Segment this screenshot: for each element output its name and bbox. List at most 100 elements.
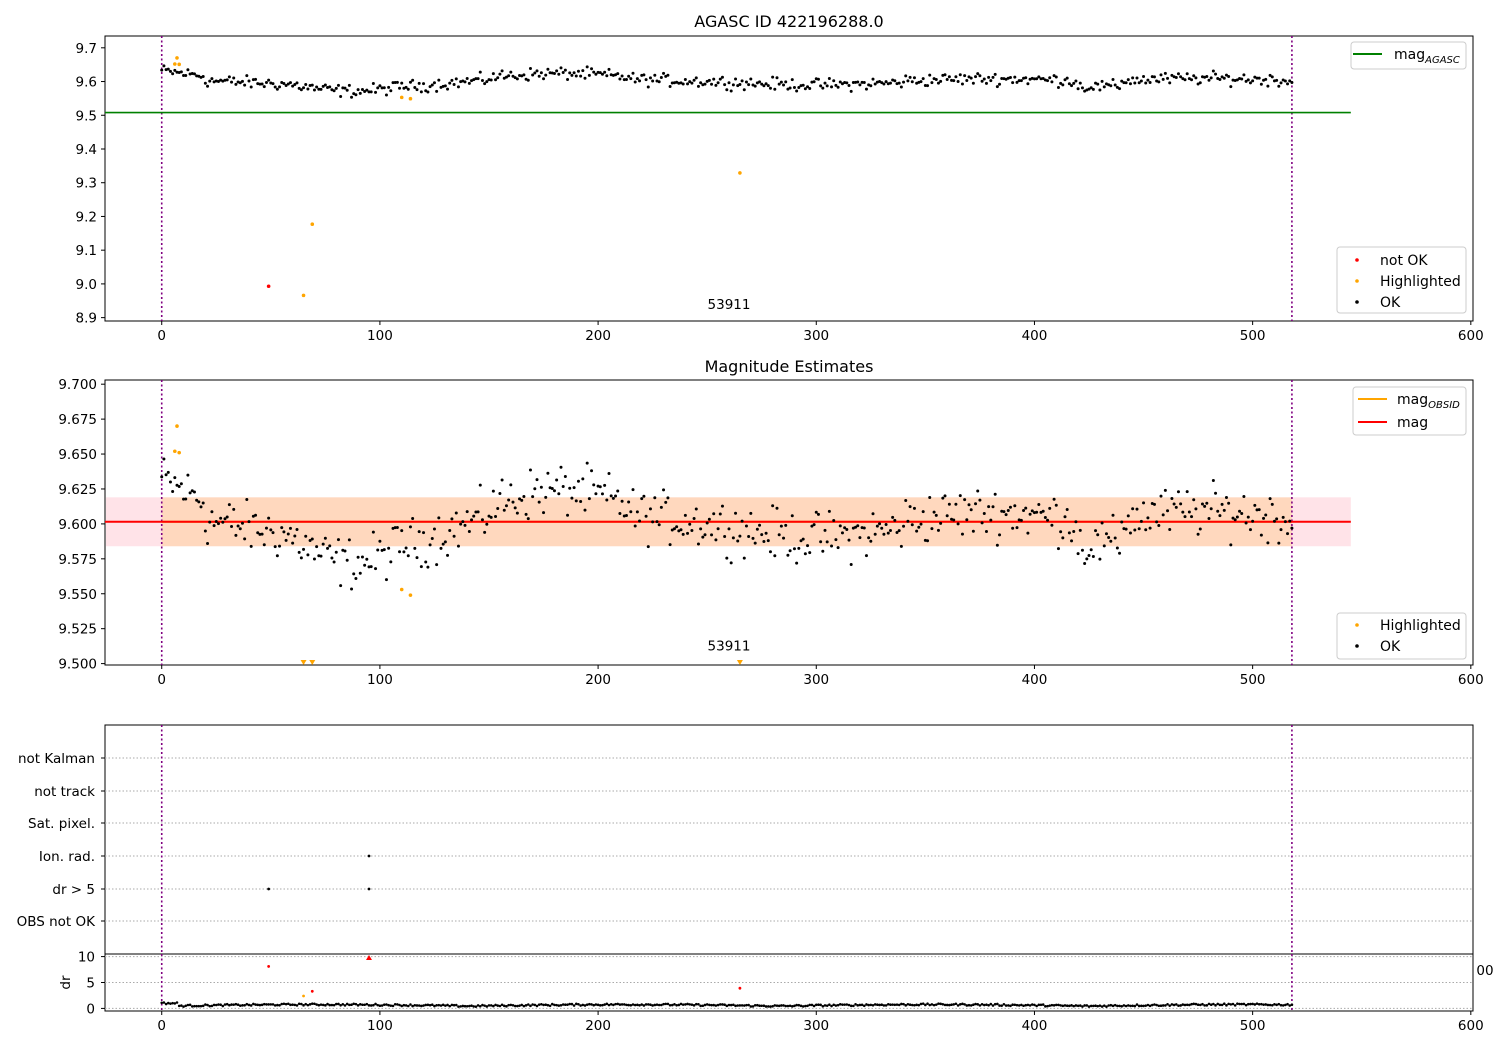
panel1-ok-point xyxy=(456,85,460,89)
panel2-ok-point xyxy=(456,544,460,548)
panel2-ok-point xyxy=(788,549,792,553)
panel4-dr-point xyxy=(614,1002,617,1006)
panel4-dr-point xyxy=(607,1003,611,1007)
panel1-ok-point xyxy=(734,77,738,81)
panel1-ok-point xyxy=(696,84,700,88)
panel2-ok-point xyxy=(642,494,646,498)
panel1-ok-point xyxy=(424,89,428,93)
panel2-ok-point xyxy=(528,468,532,472)
panel2-ok-point xyxy=(880,526,884,530)
panel4-dr-point xyxy=(1054,1003,1058,1007)
p1-xtick-label: 400 xyxy=(1022,672,1048,688)
panel4-dr-point xyxy=(367,1004,371,1007)
panel2-ok-point xyxy=(249,544,253,548)
panel4-dr-point xyxy=(601,1003,604,1007)
panel1-ok-point xyxy=(1115,85,1119,89)
panel4-dr-point xyxy=(756,1003,759,1007)
panel4-dr-point xyxy=(612,1003,615,1007)
panel1-ok-point xyxy=(930,81,934,85)
panel2-ok-point xyxy=(186,473,190,477)
panel1-ok-point xyxy=(1133,81,1137,85)
panel1-ok-point xyxy=(659,76,663,80)
panel4-dr-point xyxy=(1041,1003,1045,1006)
panel1-ok-point xyxy=(707,78,711,82)
panel4-dr-point xyxy=(860,1003,864,1007)
panel2-ok-point xyxy=(1262,516,1266,520)
panel1-ok-point xyxy=(319,87,323,91)
panel1-ok-point xyxy=(387,85,391,89)
panel1-ok-point xyxy=(677,81,681,85)
panel2-ok-point xyxy=(494,515,498,519)
panel4-dr-point xyxy=(1198,1003,1202,1007)
panel1-ok-point xyxy=(851,81,855,85)
panel2-ok-point xyxy=(1288,519,1292,523)
panel1-ok-point xyxy=(341,86,345,90)
panel4-dr-point xyxy=(1083,1004,1086,1007)
panel2-ok-point xyxy=(568,486,572,490)
panel1-ok-point xyxy=(1264,77,1268,81)
panel2-ok-point xyxy=(500,478,504,482)
panel2-ok-point xyxy=(507,498,511,502)
panel2-ok-point xyxy=(1022,509,1026,513)
panel1-ok-point xyxy=(954,75,958,79)
panel4-dr-point xyxy=(380,1004,384,1007)
panel1-ok-point xyxy=(1279,81,1283,85)
panel4-dr-point xyxy=(382,1003,386,1006)
panel2-ok-point xyxy=(847,538,851,542)
panel4-dr-point xyxy=(1150,1003,1154,1007)
panel1-ok-point xyxy=(190,72,194,76)
panel2-ok-point xyxy=(984,530,988,534)
panel4-dr-point xyxy=(293,1003,297,1007)
panel2-ok-point xyxy=(1080,548,1084,552)
panel2-ok-point xyxy=(465,510,469,514)
panel1-ok-point xyxy=(1111,77,1115,81)
panel1-ok-point xyxy=(339,94,343,98)
panel2-ok-point xyxy=(374,567,378,571)
panel4-dr-point xyxy=(793,1004,796,1008)
panel2-ok-point xyxy=(1085,557,1089,561)
panel4-dr-point xyxy=(583,1004,587,1007)
panel2-ok-point xyxy=(816,512,820,516)
panel2-ok-point xyxy=(212,524,216,528)
panel4-dr-point xyxy=(478,1004,482,1008)
panel2-ok-point xyxy=(371,530,375,534)
panel1-highlighted-point xyxy=(177,62,181,67)
panel1-ok-point xyxy=(1148,81,1152,85)
panel4-dr-point xyxy=(880,1003,884,1007)
panel1-legend-swatch xyxy=(1355,300,1359,304)
panel2-ok-point xyxy=(179,482,183,486)
panel2-ok-point xyxy=(393,526,397,530)
panel1-ok-point xyxy=(1131,76,1135,80)
panel2-ok-point xyxy=(260,532,264,536)
panel1-ok-point xyxy=(956,80,960,84)
panel4-dr-point xyxy=(553,1003,556,1007)
panel1-ok-point xyxy=(795,89,799,93)
panel1-ok-point xyxy=(703,82,707,86)
panel2-ok-point xyxy=(452,534,456,538)
panel2-ok-point xyxy=(1181,510,1185,514)
panel1-legend-swatch xyxy=(1355,279,1359,283)
panel4-dr-point xyxy=(904,1004,908,1007)
panel4-dr-point xyxy=(230,1003,233,1006)
panel1-ok-point xyxy=(836,85,840,89)
panel4-dr-point xyxy=(921,1002,925,1005)
panel2-ok-point xyxy=(168,480,172,484)
panel4-dr-point xyxy=(694,1002,698,1006)
panel1-ok-point xyxy=(417,81,421,85)
panel1-ok-point xyxy=(1011,81,1015,85)
panel4-dr-point xyxy=(1092,1004,1095,1008)
panel4-dr-point xyxy=(269,1003,273,1006)
panel1-ok-point xyxy=(415,88,419,92)
panel2-ok-point xyxy=(293,534,297,538)
panel4-dr-point xyxy=(411,1004,414,1008)
panel4-dr-point xyxy=(180,1004,183,1007)
panel1-ok-point xyxy=(585,65,589,69)
panel1-ok-point xyxy=(1113,83,1117,87)
panel1-ok-point xyxy=(768,86,772,90)
panel4-dr-point xyxy=(557,1004,561,1007)
panel4-dr-point xyxy=(1004,1004,1008,1007)
panel4-dr-point xyxy=(430,1003,434,1007)
panel2-ok-point xyxy=(1059,530,1063,534)
panel2-ok-point xyxy=(1054,503,1058,507)
panel2-highlighted-point xyxy=(177,450,181,455)
